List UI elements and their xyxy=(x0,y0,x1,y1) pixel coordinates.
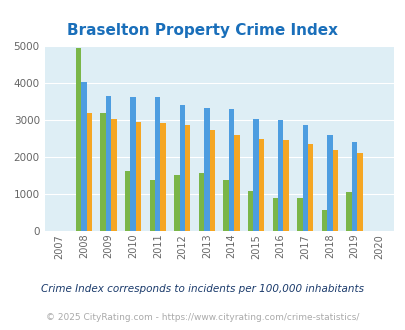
Bar xyxy=(100,113,106,231)
Bar xyxy=(258,139,264,231)
Bar xyxy=(111,119,116,231)
Bar xyxy=(198,173,204,231)
Bar xyxy=(253,119,258,231)
Bar xyxy=(272,198,277,231)
Bar xyxy=(351,142,356,231)
Bar xyxy=(209,130,215,231)
Bar xyxy=(106,96,111,231)
Bar xyxy=(76,48,81,231)
Bar xyxy=(179,105,185,231)
Bar xyxy=(247,191,253,231)
Bar xyxy=(174,175,179,231)
Bar xyxy=(81,82,87,231)
Bar xyxy=(228,110,234,231)
Bar xyxy=(185,124,190,231)
Bar xyxy=(332,150,337,231)
Bar xyxy=(302,124,307,231)
Bar xyxy=(125,171,130,231)
Text: Crime Index corresponds to incidents per 100,000 inhabitants: Crime Index corresponds to incidents per… xyxy=(41,284,364,294)
Text: Braselton Property Crime Index: Braselton Property Crime Index xyxy=(67,23,338,38)
Bar xyxy=(160,123,166,231)
Bar xyxy=(87,113,92,231)
Text: © 2025 CityRating.com - https://www.cityrating.com/crime-statistics/: © 2025 CityRating.com - https://www.city… xyxy=(46,313,359,322)
Bar xyxy=(234,135,239,231)
Bar xyxy=(130,97,136,231)
Bar xyxy=(321,210,326,231)
Bar xyxy=(223,180,228,231)
Bar xyxy=(345,192,351,231)
Bar xyxy=(149,180,155,231)
Bar xyxy=(307,144,313,231)
Bar xyxy=(277,120,283,231)
Bar xyxy=(283,141,288,231)
Bar xyxy=(296,198,302,231)
Bar xyxy=(356,153,362,231)
Bar xyxy=(155,97,160,231)
Bar xyxy=(326,135,332,231)
Bar xyxy=(204,108,209,231)
Bar xyxy=(136,122,141,231)
